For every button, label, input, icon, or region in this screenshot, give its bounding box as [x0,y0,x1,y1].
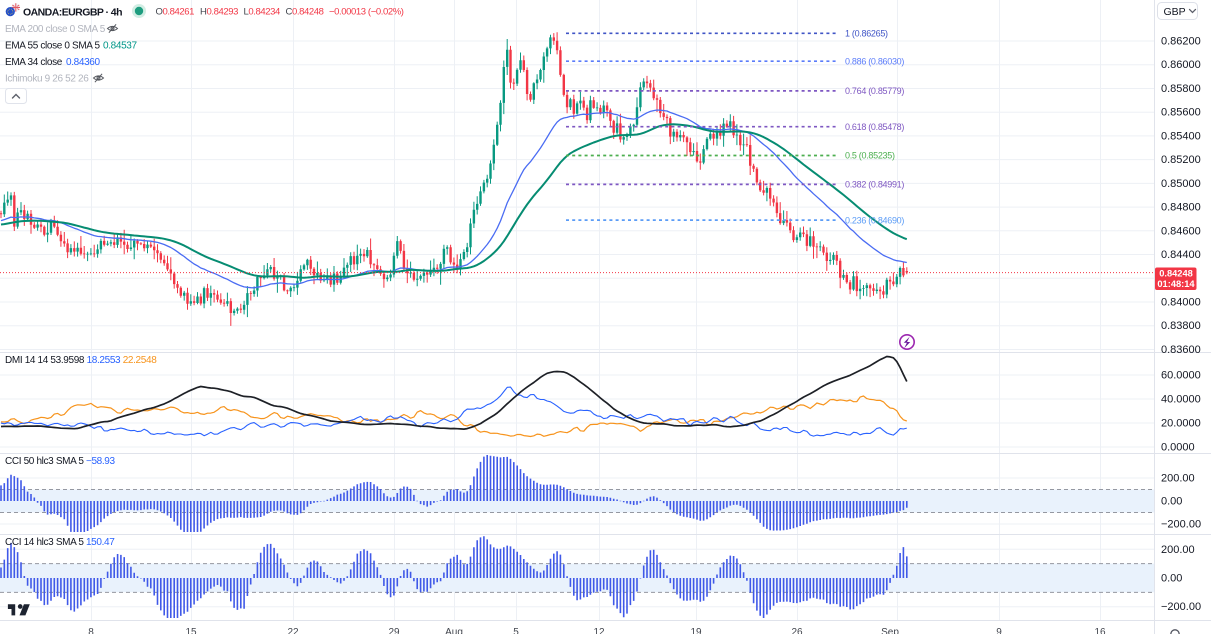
svg-text:0.84248: 0.84248 [1159,269,1193,279]
svg-text:O0.84261: O0.84261 [156,6,195,17]
svg-text:40.0000: 40.0000 [1161,394,1201,406]
svg-text:20.0000: 20.0000 [1161,418,1201,430]
svg-text:DMI 14 14 53.9598 18.2553 22.2: DMI 14 14 53.9598 18.2553 22.2548 [5,355,157,366]
svg-text:12: 12 [593,627,605,634]
svg-text:0.83600: 0.83600 [1161,344,1201,356]
svg-text:−200.00: −200.00 [1161,601,1201,613]
svg-text:200.00: 200.00 [1161,544,1195,556]
svg-text:−0.00013 (−0.02%): −0.00013 (−0.02%) [329,6,404,17]
svg-text:0.85200: 0.85200 [1161,154,1201,166]
svg-text:0.86000: 0.86000 [1161,59,1201,71]
svg-text:GBP: GBP [1164,6,1186,18]
svg-text:Ichimoku 9 26 52 26: Ichimoku 9 26 52 26 [5,74,89,85]
svg-text:0.382 (0.84991): 0.382 (0.84991) [845,180,904,190]
svg-text:0.618 (0.85478): 0.618 (0.85478) [845,122,904,132]
svg-text:16: 16 [1094,627,1106,634]
svg-text:Aug: Aug [445,627,463,634]
svg-text:1 (0.86265): 1 (0.86265) [845,29,888,39]
svg-text:0.85600: 0.85600 [1161,107,1201,119]
svg-text:EMA 34 close: EMA 34 close [5,57,63,68]
svg-text:26: 26 [791,627,803,634]
svg-text:5: 5 [513,627,519,634]
svg-text:0.84800: 0.84800 [1161,202,1201,214]
svg-text:0.84360: 0.84360 [66,57,100,68]
svg-text:0.86200: 0.86200 [1161,36,1201,48]
svg-text:0.84537: 0.84537 [103,41,137,52]
svg-text:15: 15 [185,627,197,634]
svg-text:0.00: 0.00 [1161,496,1182,508]
svg-text:0.236 (0.84690): 0.236 (0.84690) [845,215,904,225]
svg-text:EMA 200 close 0 SMA 5: EMA 200 close 0 SMA 5 [5,24,106,35]
svg-text:C0.84248: C0.84248 [286,6,324,17]
svg-text:−200.00: −200.00 [1161,519,1201,531]
svg-text:CCI 14 hlc3 SMA 5 150.47: CCI 14 hlc3 SMA 5 150.47 [5,537,115,548]
svg-text:0.85400: 0.85400 [1161,130,1201,142]
svg-text:22: 22 [287,627,299,634]
svg-text:Sep: Sep [881,627,899,634]
svg-text:H0.84293: H0.84293 [200,6,238,17]
svg-text:0.764 (0.85779): 0.764 (0.85779) [845,86,904,96]
svg-text:0.84600: 0.84600 [1161,225,1201,237]
svg-text:0.00: 0.00 [1161,573,1182,585]
svg-text:0.886 (0.86030): 0.886 (0.86030) [845,56,904,66]
svg-text:0.84000: 0.84000 [1161,297,1201,309]
svg-text:0.5 (0.85235): 0.5 (0.85235) [845,151,895,161]
svg-text:0.85800: 0.85800 [1161,83,1201,95]
svg-text:8: 8 [88,627,94,634]
svg-text:0.0000: 0.0000 [1161,442,1195,454]
svg-text:0.83800: 0.83800 [1161,320,1201,332]
svg-text:EMA 55 close 0 SMA 5: EMA 55 close 0 SMA 5 [5,41,101,52]
svg-text:19: 19 [690,627,702,634]
svg-text:OANDA:EURGBP · 4h: OANDA:EURGBP · 4h [23,6,122,18]
svg-text:0.85000: 0.85000 [1161,178,1201,190]
svg-text:60.0000: 60.0000 [1161,370,1201,382]
svg-text:L0.84234: L0.84234 [244,6,281,17]
svg-text:01:48:14: 01:48:14 [1157,279,1195,289]
svg-text:9: 9 [996,627,1002,634]
svg-text:29: 29 [388,627,400,634]
svg-text:200.00: 200.00 [1161,473,1195,485]
svg-text:0.84400: 0.84400 [1161,249,1201,261]
svg-text:CCI 50 hlc3 SMA 5 −58.93: CCI 50 hlc3 SMA 5 −58.93 [5,456,116,467]
